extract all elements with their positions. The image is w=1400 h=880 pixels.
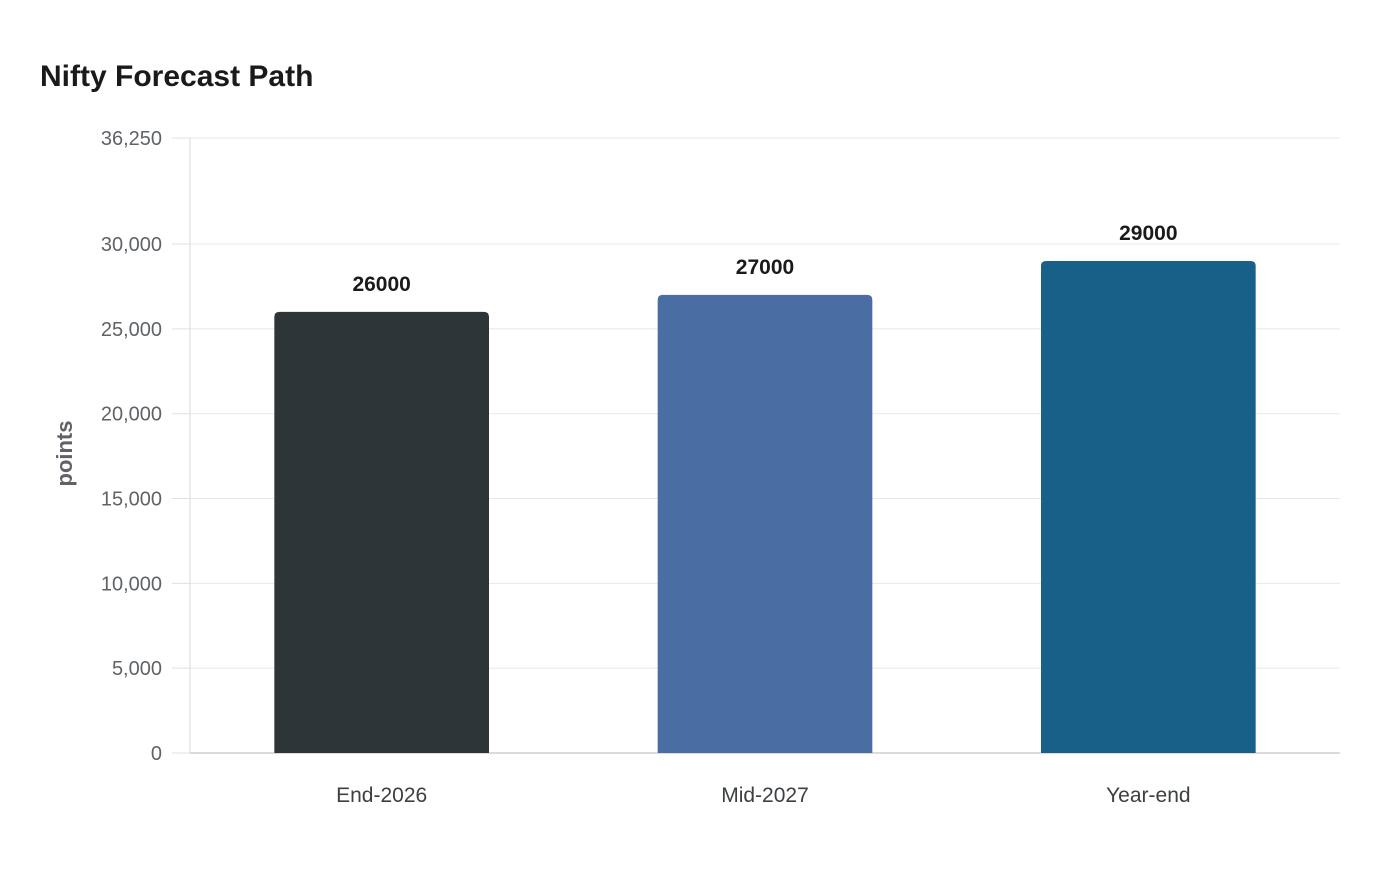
x-category-label: Mid-2027: [721, 784, 809, 807]
y-tick-label: 5,000: [112, 658, 162, 680]
data-label: 27000: [736, 256, 794, 279]
x-category-label: End-2026: [336, 784, 427, 807]
bar-mid-2027: [657, 294, 873, 753]
y-tick-label: 30,000: [101, 234, 162, 256]
y-tick-label: 15,000: [101, 489, 162, 511]
bars: [274, 261, 1256, 753]
data-label: 29000: [1119, 222, 1177, 245]
bar-year-end: [1041, 261, 1256, 753]
labels: 0 5,000 10,000 15,000 20,000 25,000 30,000 36,2…: [101, 128, 1191, 807]
y-tick-label: 25,000: [101, 319, 162, 341]
y-tick-label: 0: [151, 743, 162, 765]
y-tick-label: 10,000: [101, 573, 162, 595]
x-category-label: Year-end: [1106, 784, 1190, 807]
data-label: 26000: [352, 273, 410, 296]
y-tick-label: 20,000: [101, 404, 162, 426]
bar-end-2026: [274, 311, 489, 753]
chart-title: Nifty Forecast Path: [40, 60, 314, 93]
y-tick-label: 36,250: [101, 128, 162, 150]
y-axis-title: points: [52, 421, 77, 487]
